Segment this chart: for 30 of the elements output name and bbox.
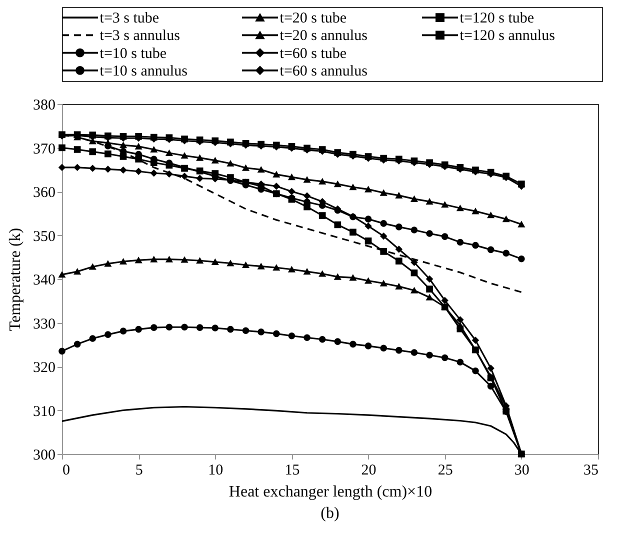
legend-label: t=3 s annulus bbox=[100, 28, 180, 44]
x-tick-label: 20 bbox=[361, 462, 376, 478]
legend-label: t=20 s tube bbox=[280, 10, 347, 27]
x-tick-label: 15 bbox=[284, 462, 300, 478]
y-tick-label: 300 bbox=[33, 448, 56, 464]
legend-label: t=10 s tube bbox=[100, 46, 167, 62]
x-tick-label: 5 bbox=[135, 462, 143, 478]
legend-label: t=3 s tube bbox=[100, 10, 160, 27]
y-tick-label: 330 bbox=[33, 316, 56, 332]
x-tick-label: 10 bbox=[208, 462, 224, 478]
x-tick-label: 30 bbox=[514, 462, 530, 478]
x-tick-label: 0 bbox=[62, 462, 70, 478]
y-tick-label: 370 bbox=[33, 141, 56, 158]
y-tick-label: 320 bbox=[33, 360, 56, 376]
y-tick-label: 340 bbox=[33, 272, 56, 288]
y-axis-title: Temperature (k) bbox=[7, 228, 24, 332]
legend-label: t=60 s tube bbox=[280, 46, 347, 62]
y-tick-label: 350 bbox=[33, 228, 56, 245]
legend-label: t=120 s annulus bbox=[460, 28, 556, 44]
text: (b) bbox=[320, 505, 340, 522]
x-axis-title: Heat exchanger length (cm)×10 bbox=[228, 484, 432, 500]
legend-label: t=120 s tube bbox=[460, 10, 534, 27]
legend-label: t=10 s annulus bbox=[100, 63, 188, 80]
y-tick-label: 310 bbox=[33, 404, 56, 420]
x-tick-label: 25 bbox=[438, 462, 453, 478]
x-tick-label: 35 bbox=[584, 462, 598, 478]
y-tick-label: 360 bbox=[33, 185, 56, 201]
y-tick-label: 380 bbox=[33, 98, 56, 114]
legend-label: t=60 s annulus bbox=[280, 63, 368, 80]
legend-label: t=20 s annulus bbox=[280, 28, 368, 44]
